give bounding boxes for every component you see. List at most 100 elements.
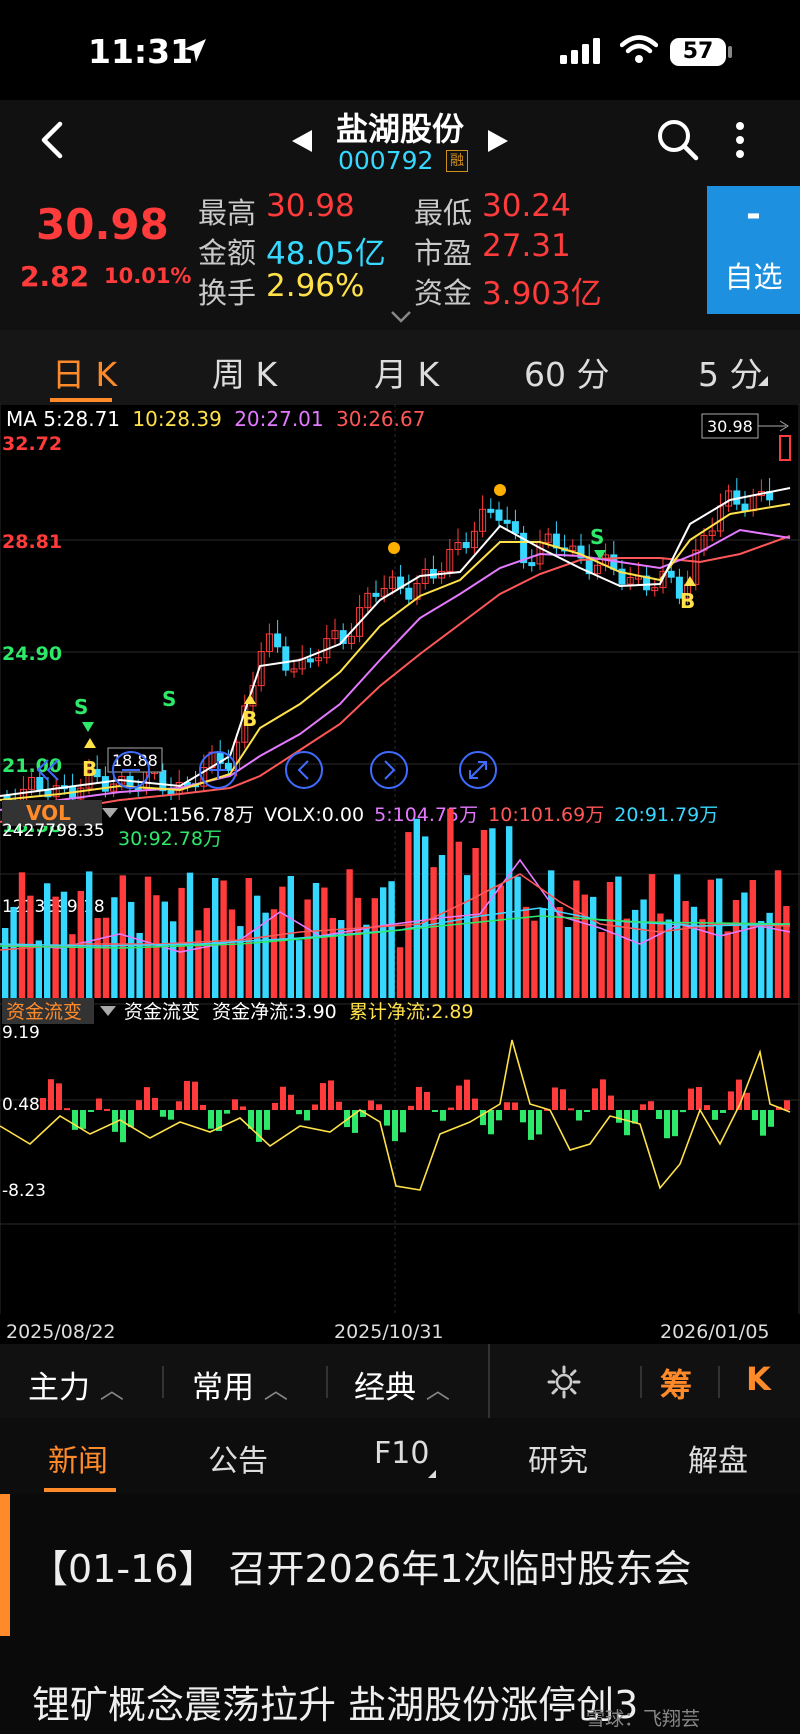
fund-flow-bar [352, 1110, 358, 1133]
news-item[interactable]: 【01-16】 召开2026年1次临时股东会 [30, 1547, 692, 1591]
tab-news[interactable]: 新闻 [48, 1444, 108, 1479]
buy-arrow-icon [84, 738, 96, 748]
last-price-box [701, 413, 759, 439]
fund-flow-bar [88, 1110, 94, 1112]
tab-month-k[interactable]: 月 K [374, 355, 440, 394]
next-stock-icon[interactable] [486, 128, 510, 154]
volume-bar [640, 899, 647, 998]
volume-bar [682, 900, 689, 998]
candle [667, 570, 675, 578]
news-item[interactable]: 锂矿概念震荡拉升 盐湖股份涨停创3 [32, 1683, 639, 1727]
battery-level: 57 [682, 39, 714, 64]
prev-stock-icon[interactable] [290, 128, 314, 154]
vol-tag[interactable]: VOL [26, 801, 71, 825]
tab-5min[interactable]: 5 分 [698, 355, 763, 394]
volume-bar [94, 918, 101, 998]
main-indicator-button[interactable]: 主力 ︿ [28, 1362, 124, 1407]
volume-bar [615, 876, 622, 998]
candle [347, 635, 355, 644]
event-pin-icon [388, 542, 400, 554]
vol-legend-5: 5:104.75万 [374, 804, 478, 826]
fund-flow-bar [568, 1108, 574, 1111]
tab-announcements[interactable]: 公告 [208, 1444, 268, 1479]
tab-research[interactable]: 研究 [528, 1444, 588, 1479]
chart-area[interactable]: MA 5:28.71 10:28.39 20:27.01 30:26.67 32… [0, 404, 800, 1344]
dropdown-corner-icon [758, 376, 768, 386]
vol-tag-bg[interactable] [2, 800, 102, 826]
vol-legend-volx: VOLX:0.00 [264, 804, 364, 826]
candle [626, 576, 634, 585]
fund-tag-bg[interactable] [2, 998, 94, 1024]
volume-bar [497, 885, 504, 998]
fund-flow-bar [744, 1092, 750, 1110]
volume-bar [10, 906, 17, 998]
fund-flow-bar [376, 1104, 382, 1110]
candle [470, 530, 478, 549]
common-indicator-label: 常用 [192, 1370, 254, 1406]
tab-f10[interactable]: F10 [374, 1436, 430, 1471]
watchlist-button[interactable]: - 自选 [707, 186, 800, 314]
fund-flow-bar [520, 1110, 526, 1123]
candle [28, 777, 36, 790]
fund-flow-bar [120, 1110, 126, 1143]
candle [85, 768, 93, 789]
tab-analysis[interactable]: 解盘 [688, 1444, 748, 1479]
volume-bar [632, 909, 639, 998]
expand-chevron-icon[interactable] [390, 310, 412, 324]
scroll-left-icon[interactable] [36, 759, 59, 781]
step-left-icon[interactable] [285, 751, 323, 789]
more-icon[interactable] [730, 120, 750, 160]
fund-flow-bar [584, 1110, 590, 1112]
buy-arrow-icon [244, 694, 256, 704]
candle [577, 545, 585, 559]
tab-60min[interactable]: 60 分 [524, 355, 610, 394]
fund-flow-bar [464, 1079, 470, 1110]
fund-flow-bar [488, 1110, 494, 1135]
price-axis-top: 32.72 [2, 433, 62, 455]
fund-tag[interactable]: 资金流变 [6, 1001, 82, 1023]
tab-week-k[interactable]: 周 K [212, 355, 278, 394]
fund-dropdown-icon[interactable] [100, 1006, 116, 1016]
candle [643, 575, 651, 591]
zoom-out-icon[interactable] [112, 751, 150, 789]
fund-flow-bar [472, 1098, 478, 1110]
fund-axis-mid: 0.48 [2, 1095, 40, 1115]
volume-bar [422, 836, 429, 998]
fullscreen-icon[interactable] [459, 751, 497, 789]
wifi-icon [620, 35, 658, 63]
chip-button[interactable]: 筹 [660, 1366, 693, 1404]
k-button[interactable]: K [746, 1360, 771, 1398]
fund-flow-bar [136, 1100, 142, 1110]
candle [265, 633, 273, 653]
search-icon[interactable] [656, 118, 700, 162]
chevron-up-icon: ︿ [263, 1376, 288, 1404]
candle [356, 607, 364, 637]
volume-bar [716, 878, 723, 998]
fund-flow-bar [384, 1110, 390, 1126]
fund-flow-bar [504, 1102, 510, 1110]
candle [479, 508, 487, 532]
back-icon[interactable] [38, 120, 68, 160]
vol-ma30-line [0, 915, 791, 949]
step-right-icon[interactable] [370, 751, 408, 789]
low-price-box-text: 18.88 [112, 751, 158, 770]
vol-dropdown-icon[interactable] [102, 808, 118, 818]
main-indicator-label: 主力 [28, 1370, 90, 1406]
buy-signal-1: B [82, 757, 97, 781]
candle [159, 770, 167, 792]
fund-flow-bar [288, 1094, 294, 1110]
volume-bar [741, 892, 748, 998]
vol-legend-20: 20:91.79万 [614, 804, 718, 826]
signal-markers: S S S B B B [74, 484, 696, 781]
settings-gear-icon[interactable] [546, 1364, 582, 1400]
zoom-in-icon[interactable] [199, 751, 237, 789]
volume-bar [2, 928, 9, 998]
volume-bar [464, 875, 471, 998]
volume-bar [144, 876, 152, 998]
common-indicator-button[interactable]: 常用 ︿ [192, 1362, 288, 1407]
ma5-value: 5:28.71 [43, 407, 120, 431]
volume-bar [212, 878, 219, 998]
tab-day-k[interactable]: 日 K [52, 355, 118, 394]
classic-indicator-button[interactable]: 经典 ︿ [354, 1362, 450, 1407]
volume-bar [354, 897, 362, 998]
